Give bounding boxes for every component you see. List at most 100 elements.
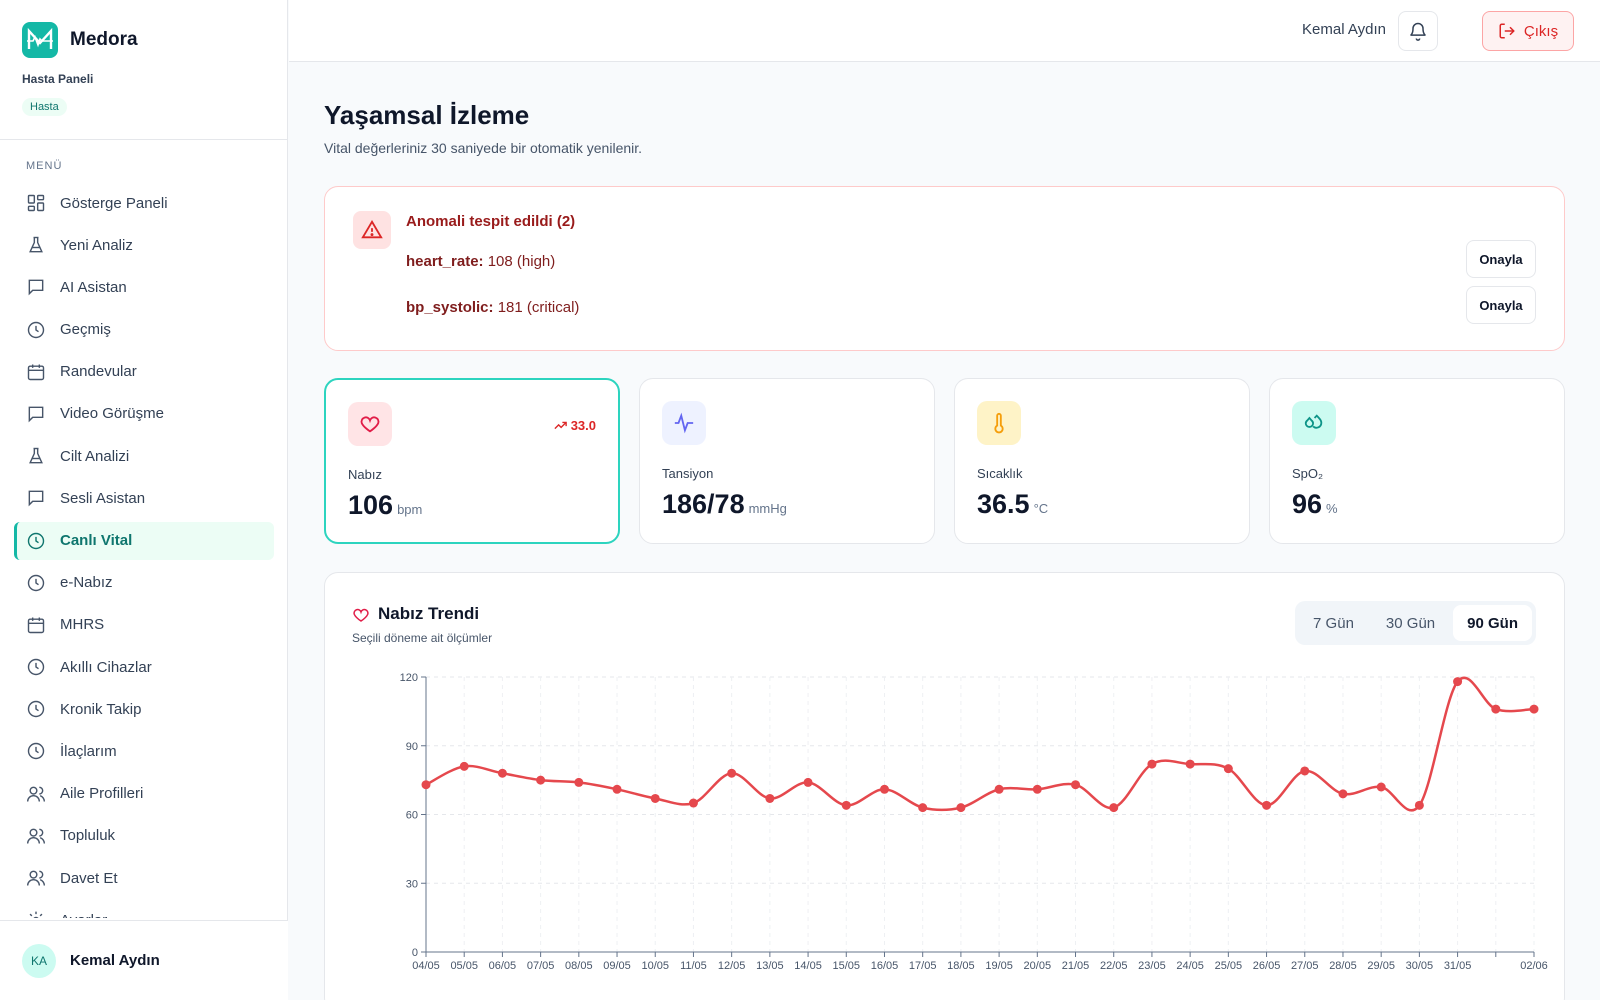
- vital-label: Tansiyon: [662, 466, 714, 481]
- data-point: [574, 777, 584, 787]
- range-selector: 7 Gün 30 Gün 90 Gün: [1295, 601, 1536, 645]
- y-tick-label: 0: [412, 947, 418, 959]
- sidebar-item-label: AI Asistan: [60, 278, 127, 296]
- sidebar-item-label: Cilt Analizi: [60, 447, 130, 465]
- header-user-name: Kemal Aydın: [1302, 21, 1386, 38]
- vital-card-blood-pressure[interactable]: Tansiyon 186/78 mmHg: [639, 378, 935, 544]
- confirm-button[interactable]: Onayla: [1466, 240, 1536, 278]
- vital-card-temperature[interactable]: Sıcaklık 36.5 °C: [954, 378, 1250, 544]
- gear-icon: [29, 911, 43, 918]
- data-point: [612, 784, 622, 794]
- x-tick-label: 18/05: [947, 960, 975, 972]
- sidebar-item-label: Yeni Analiz: [60, 236, 133, 254]
- sidebar-item-17[interactable]: Ayarlar: [14, 901, 274, 918]
- x-tick-label: 17/05: [909, 960, 937, 972]
- range-button-2[interactable]: 90 Gün: [1453, 605, 1532, 641]
- alert-item-value: 108 (high): [487, 253, 556, 270]
- sidebar-item-label: Topluluk: [60, 827, 116, 845]
- anomaly-alert: Anomali tespit edildi (2) heart_rate: 10…: [324, 186, 1565, 351]
- y-tick-label: 90: [406, 741, 418, 753]
- x-tick-label: 15/05: [833, 960, 861, 972]
- sidebar-item-label: Geçmiş: [60, 321, 111, 339]
- sidebar-item-5[interactable]: Video Görüşme: [14, 395, 274, 433]
- sidebar-item-16[interactable]: Davet Et: [14, 859, 274, 897]
- sidebar-item-9[interactable]: e-Nabız: [14, 564, 274, 602]
- vital-unit: °C: [1033, 501, 1049, 516]
- sidebar-item-15[interactable]: Topluluk: [14, 817, 274, 855]
- sidebar-item-label: Ayarlar: [60, 912, 107, 918]
- trend-value: 33.0: [570, 418, 596, 433]
- vital-unit: bpm: [397, 502, 423, 517]
- logout-label: Çıkış: [1523, 22, 1559, 40]
- sidebar-item-11[interactable]: Akıllı Cihazlar: [14, 648, 274, 686]
- vital-value: 36.5: [977, 489, 1030, 519]
- data-point: [1032, 784, 1042, 794]
- sidebar-item-13[interactable]: İlaçlarım: [14, 732, 274, 770]
- sidebar-item-label: Video Görüşme: [60, 405, 164, 423]
- sidebar-item-label: Canlı Vital: [60, 532, 133, 549]
- sidebar-item-2[interactable]: AI Asistan: [14, 268, 274, 306]
- logout-button[interactable]: Çıkış: [1482, 11, 1574, 51]
- vital-card-spo2[interactable]: SpO₂ 96%: [1269, 378, 1565, 544]
- sidebar-item-3[interactable]: Geçmiş: [14, 311, 274, 349]
- range-button-0[interactable]: 7 Gün: [1313, 614, 1354, 632]
- data-point: [421, 780, 431, 790]
- data-point: [1453, 677, 1463, 687]
- data-point: [1109, 803, 1119, 813]
- flask-icon: [29, 447, 43, 464]
- x-tick-label: 04/05: [412, 960, 440, 972]
- page-subtitle: Vital değerleriniz 30 saniyede bir otoma…: [324, 140, 643, 156]
- alert-item-value: 181 (critical): [497, 299, 580, 316]
- data-point: [994, 784, 1004, 794]
- x-tick-label: 23/05: [1138, 960, 1166, 972]
- sidebar-item-0[interactable]: Gösterge Paneli: [14, 184, 274, 222]
- sidebar-item-10[interactable]: MHRS: [14, 606, 274, 644]
- notifications-button[interactable]: [1398, 11, 1438, 51]
- calendar-icon: [27, 364, 45, 380]
- droplets-icon: [1292, 401, 1336, 445]
- sidebar-item-8[interactable]: Canlı Vital: [14, 521, 274, 560]
- sidebar-item-label: Sesli Asistan: [60, 489, 146, 507]
- vital-value-wrap: 96%: [1292, 489, 1338, 520]
- sidebar-item-12[interactable]: Kronik Takip: [14, 690, 274, 728]
- vital-label: Sıcaklık: [977, 466, 1023, 481]
- x-tick-label: 28/05: [1329, 960, 1357, 972]
- vital-card-heart-rate[interactable]: 33.0 Nabız 106 bpm: [324, 378, 620, 544]
- sidebar-footer[interactable]: KA Kemal Aydın: [0, 920, 288, 1000]
- clock-icon: [27, 321, 45, 338]
- sidebar-item-6[interactable]: Cilt Analizi: [14, 437, 274, 475]
- confirm-button[interactable]: Onayla: [1466, 286, 1536, 324]
- thermometer-icon: [977, 401, 1021, 445]
- heart-icon: [353, 608, 369, 622]
- sidebar-item-label: e-Nabız: [60, 574, 113, 592]
- vital-label: Nabız: [348, 467, 382, 482]
- sidebar-item-7[interactable]: Sesli Asistan: [14, 479, 274, 517]
- calendar-icon: [27, 617, 45, 634]
- data-point: [727, 768, 737, 778]
- sidebar-item-14[interactable]: Aile Profilleri: [14, 775, 274, 813]
- menu-label: MENÜ: [26, 160, 63, 172]
- alert-item-key: bp_systolic:: [406, 299, 494, 316]
- x-tick-label: 13/05: [756, 960, 784, 972]
- sidebar-item-4[interactable]: Randevular: [14, 353, 274, 391]
- alert-title: Anomali tespit edildi (2): [406, 213, 576, 230]
- x-tick-label: 21/05: [1062, 960, 1090, 972]
- clock-icon: [27, 574, 45, 591]
- x-tick-label: 02/06: [1520, 960, 1548, 972]
- range-button-1[interactable]: 30 Gün: [1385, 614, 1436, 632]
- grid-icon: [27, 194, 45, 212]
- x-tick-label: 19/05: [985, 960, 1013, 972]
- sidebar-item-1[interactable]: Yeni Analiz: [14, 226, 274, 264]
- sidebar-item-label: MHRS: [60, 616, 105, 634]
- chart-title: Nabız Trendi: [378, 604, 480, 623]
- bell-icon: [1410, 22, 1426, 41]
- top-header: Kemal Aydın Çıkış: [289, 0, 1600, 62]
- data-point: [1262, 800, 1272, 810]
- x-tick-label: 24/05: [1176, 960, 1204, 972]
- data-point: [879, 784, 889, 794]
- x-tick-label: 09/05: [603, 960, 631, 972]
- data-point: [459, 761, 469, 771]
- vital-value: 96: [1292, 489, 1323, 519]
- sidebar-item-label: Davet Et: [60, 869, 118, 887]
- data-point: [688, 798, 698, 808]
